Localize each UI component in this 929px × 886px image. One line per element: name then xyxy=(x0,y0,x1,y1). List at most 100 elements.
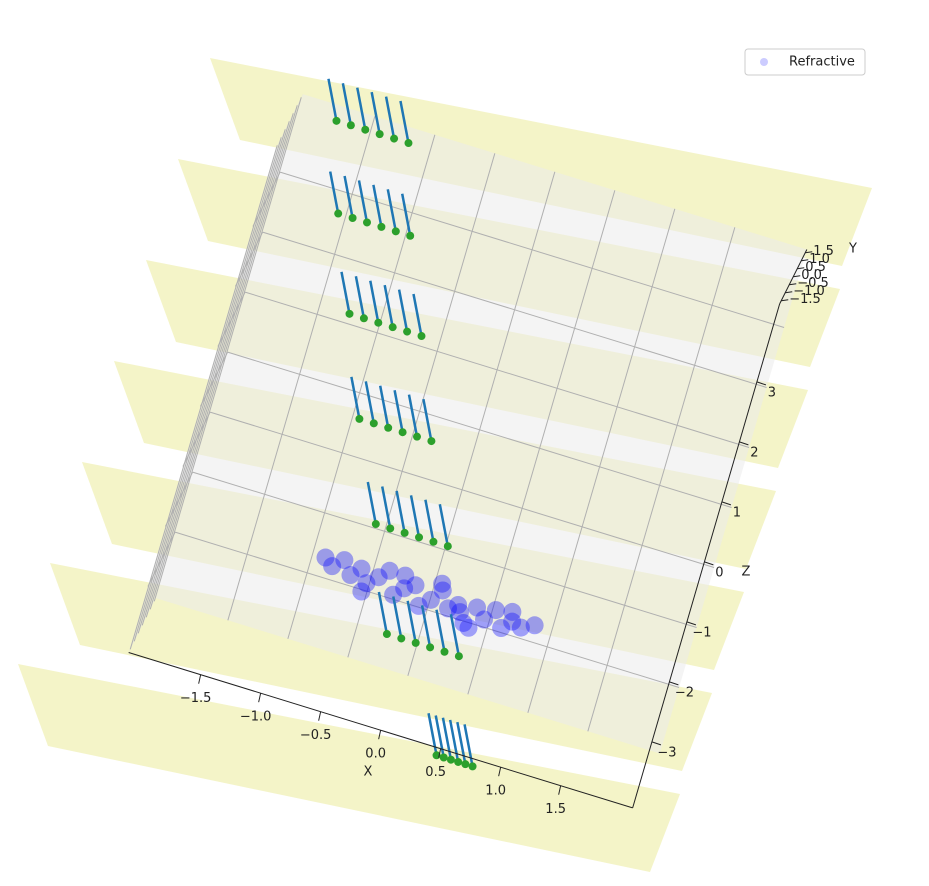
z-tick xyxy=(669,681,679,686)
sensor xyxy=(427,437,436,446)
x-tick-label: 0.5 xyxy=(425,765,446,780)
x-tick-label: 0.0 xyxy=(365,747,386,762)
sensor xyxy=(388,323,397,332)
ray xyxy=(370,91,381,135)
grid-line xyxy=(347,153,496,658)
y-tick-label: −0.5 xyxy=(797,276,829,291)
z-tick-label: 0 xyxy=(715,565,723,580)
grid-line xyxy=(192,471,697,628)
grid-line xyxy=(153,97,302,602)
grid-line xyxy=(244,291,750,448)
ray xyxy=(340,271,351,315)
grid-line xyxy=(227,351,732,508)
point xyxy=(421,590,440,609)
point xyxy=(486,601,505,620)
ray xyxy=(400,193,412,236)
sensor xyxy=(411,638,420,647)
point xyxy=(433,581,452,600)
y-tick xyxy=(781,299,789,302)
grid-line xyxy=(262,231,767,388)
x-tick xyxy=(378,730,382,740)
ray xyxy=(399,100,410,144)
point xyxy=(369,568,388,587)
ray xyxy=(372,184,383,228)
y-tick-label: −1.5 xyxy=(789,292,821,307)
sensor xyxy=(375,130,384,139)
grid-line xyxy=(527,208,676,713)
sensor xyxy=(361,125,370,134)
legend-label: Refractive xyxy=(789,55,855,70)
ray xyxy=(384,96,396,139)
y-tick xyxy=(793,275,801,278)
sensor xyxy=(369,419,378,428)
point xyxy=(395,579,414,598)
ray xyxy=(463,724,474,767)
sensor xyxy=(377,222,386,231)
ray xyxy=(354,276,366,319)
point xyxy=(396,566,415,585)
ray xyxy=(328,171,340,214)
sensor xyxy=(443,542,452,551)
ray xyxy=(356,87,367,130)
ray xyxy=(397,289,409,332)
grid-line xyxy=(467,190,616,695)
sensor xyxy=(397,634,406,643)
sensor xyxy=(384,423,393,432)
point xyxy=(503,612,522,631)
point xyxy=(352,582,371,601)
ray xyxy=(420,605,432,648)
sensor xyxy=(359,314,368,323)
y-tick-label: −1.0 xyxy=(793,284,825,299)
x-tick xyxy=(558,785,562,795)
sensor xyxy=(346,121,355,130)
grid-line xyxy=(137,129,286,634)
x-axis-label: X xyxy=(364,765,373,780)
z-tick xyxy=(739,441,749,446)
ray xyxy=(392,596,403,639)
point xyxy=(468,598,487,617)
x-tick-label: −1.5 xyxy=(180,691,212,706)
grid-line xyxy=(145,113,294,618)
ray xyxy=(427,713,438,756)
sensor xyxy=(461,760,470,769)
point xyxy=(316,548,335,567)
z-tick xyxy=(756,381,767,386)
ray xyxy=(383,284,394,328)
ray xyxy=(395,490,406,534)
sensor xyxy=(415,533,424,542)
sensor xyxy=(439,753,448,762)
sensor xyxy=(468,762,477,771)
point xyxy=(511,618,530,637)
z-axis-label: Z xyxy=(742,565,751,580)
z-tick-label: −1 xyxy=(692,625,711,640)
sensor xyxy=(400,528,409,537)
sensor xyxy=(446,755,455,764)
axes: −1.5−1.0−0.50.00.51.01.5−3−2−10123−1.5−1… xyxy=(128,244,834,817)
ray xyxy=(378,385,390,429)
legend-swatch xyxy=(760,58,768,66)
ray xyxy=(357,180,369,223)
point xyxy=(352,559,371,578)
grid-line xyxy=(129,145,278,650)
sensor xyxy=(332,116,341,125)
sensor xyxy=(454,757,463,766)
sensor xyxy=(348,214,357,222)
sensor xyxy=(386,524,395,533)
y-axis-label: Y xyxy=(848,242,857,257)
point xyxy=(439,599,457,618)
x-tick-label: 1.5 xyxy=(545,802,566,817)
ray xyxy=(456,721,467,765)
point xyxy=(454,613,473,632)
z-axis xyxy=(632,303,781,809)
marks xyxy=(316,78,544,771)
x-tick xyxy=(258,693,262,703)
ray xyxy=(327,78,338,122)
sensor xyxy=(390,134,399,143)
ray xyxy=(434,715,445,758)
ray xyxy=(364,381,376,424)
sensor xyxy=(403,327,412,336)
ray xyxy=(438,503,450,547)
plane xyxy=(18,664,680,872)
z-tick-label: 1 xyxy=(733,505,741,520)
